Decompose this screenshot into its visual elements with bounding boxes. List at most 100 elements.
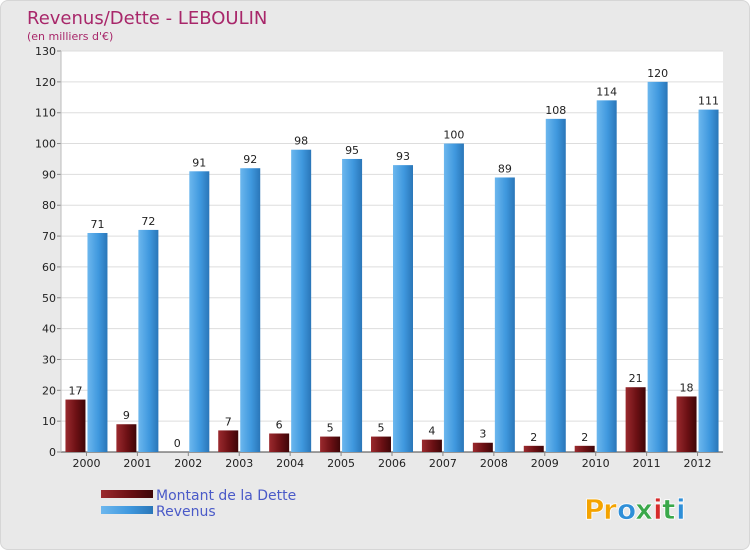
grid — [61, 50, 723, 453]
y-tick-label: 40 — [42, 323, 56, 336]
data-label: 91 — [192, 156, 206, 169]
bar-dette — [625, 387, 646, 452]
data-label: 108 — [545, 104, 566, 117]
y-tick-label: 10 — [42, 415, 56, 428]
data-label: 4 — [428, 425, 435, 438]
x-tick-label: 2007 — [429, 457, 457, 470]
y-tick-label: 50 — [42, 292, 56, 305]
logo-letter: i — [653, 493, 663, 526]
y-tick-label: 70 — [42, 230, 56, 243]
y-tick-label: 30 — [42, 353, 56, 366]
data-label: 72 — [141, 215, 155, 228]
x-tick-label: 2004 — [276, 457, 304, 470]
data-label: 18 — [680, 381, 694, 394]
bar-dette — [116, 424, 137, 452]
data-label: 21 — [629, 372, 643, 385]
plot-area — [61, 51, 723, 452]
bar-dette — [472, 442, 493, 452]
proxiti-logo: P r o x i t i — [584, 493, 686, 527]
y-tick-label: 110 — [35, 107, 56, 120]
legend-label-revenus: Revenus — [156, 504, 216, 520]
data-label: 93 — [396, 150, 410, 163]
data-label: 89 — [498, 162, 512, 175]
chart-title: Revenus/Dette - LEBOULIN — [27, 8, 267, 29]
data-label: 114 — [596, 85, 617, 98]
bar-revenus — [240, 168, 261, 452]
bar-revenus — [647, 81, 668, 452]
data-label: 9 — [123, 409, 130, 422]
y-tick-label: 90 — [42, 168, 56, 181]
bar-revenus — [596, 100, 617, 452]
legend: Montant de la Dette Revenus — [101, 488, 296, 520]
bar-dette — [574, 445, 595, 452]
data-label: 3 — [479, 428, 486, 441]
bar-revenus — [698, 109, 719, 452]
x-tick-label: 2000 — [72, 457, 100, 470]
data-label: 5 — [327, 422, 334, 435]
y-tick-label: 60 — [42, 261, 56, 274]
bar-revenus — [443, 143, 464, 453]
x-axis: 2000 2001 2002 2003 2004 2005 2006 2007 2008 2009… — [72, 452, 712, 470]
data-label: 2 — [581, 431, 588, 444]
data-label: 92 — [243, 153, 257, 166]
data-label: 6 — [276, 418, 283, 431]
data-label: 0 — [174, 437, 181, 450]
bar-dette — [65, 399, 86, 452]
y-tick-label: 120 — [35, 76, 56, 89]
x-tick-label: 2002 — [174, 457, 202, 470]
logo-letter: r — [603, 493, 617, 526]
x-tick-label: 2001 — [123, 457, 151, 470]
data-labels: 17 71 9 72 0 91 7 92 6 98 5 95 5 93 4 100 3 89 2 108 2 114 21 1… — [68, 67, 719, 450]
legend-swatch-dette — [101, 490, 153, 498]
y-tick-label: 80 — [42, 199, 56, 212]
data-label: 5 — [378, 422, 385, 435]
data-label: 7 — [225, 415, 232, 428]
bar-revenus — [393, 165, 413, 452]
y-tick-label: 100 — [35, 138, 56, 151]
x-tick-label: 2006 — [378, 457, 406, 470]
x-tick-label: 2003 — [225, 457, 253, 470]
y-tick-label: 20 — [42, 384, 56, 397]
bar-dette — [421, 439, 442, 452]
bar-revenus — [138, 229, 159, 452]
x-tick-label: 2009 — [531, 457, 559, 470]
legend-label-dette: Montant de la Dette — [156, 488, 296, 504]
y-tick-label: 0 — [49, 446, 56, 459]
y-axis: 0 10 20 30 40 50 60 70 80 90 100 110 120 130 — [35, 45, 62, 459]
logo-letter: t — [662, 493, 675, 526]
bar-revenus — [291, 149, 312, 452]
x-tick-label: 2008 — [480, 457, 508, 470]
logo-letter: i — [676, 493, 686, 526]
data-label: 2 — [530, 431, 537, 444]
data-label: 111 — [698, 95, 719, 108]
bar-dette — [320, 436, 341, 452]
data-label: 71 — [90, 218, 104, 231]
logo-letter: o — [617, 493, 636, 526]
bar-revenus — [545, 118, 566, 452]
bar-dette — [269, 433, 290, 452]
x-tick-label: 2012 — [684, 457, 712, 470]
data-label: 100 — [443, 129, 464, 142]
data-label: 98 — [294, 135, 308, 148]
logo-letter: x — [635, 493, 653, 526]
data-label: 17 — [68, 385, 82, 398]
bar-revenus — [494, 177, 515, 452]
bar-revenus — [87, 232, 108, 452]
chart-subtitle: (en milliers d'€) — [27, 30, 113, 43]
x-tick-label: 2010 — [582, 457, 610, 470]
bar-dette — [218, 430, 239, 452]
legend-swatch-revenus — [101, 506, 153, 514]
data-label: 120 — [647, 67, 668, 80]
bars — [65, 81, 719, 453]
bar-revenus — [342, 158, 363, 452]
x-tick-label: 2011 — [633, 457, 661, 470]
bar-dette — [676, 396, 697, 452]
y-tick-label: 130 — [35, 45, 56, 58]
bar-dette — [523, 445, 544, 452]
data-label: 95 — [345, 144, 359, 157]
bar-dette — [371, 436, 391, 452]
x-tick-label: 2005 — [327, 457, 355, 470]
bar-revenus — [189, 171, 210, 453]
